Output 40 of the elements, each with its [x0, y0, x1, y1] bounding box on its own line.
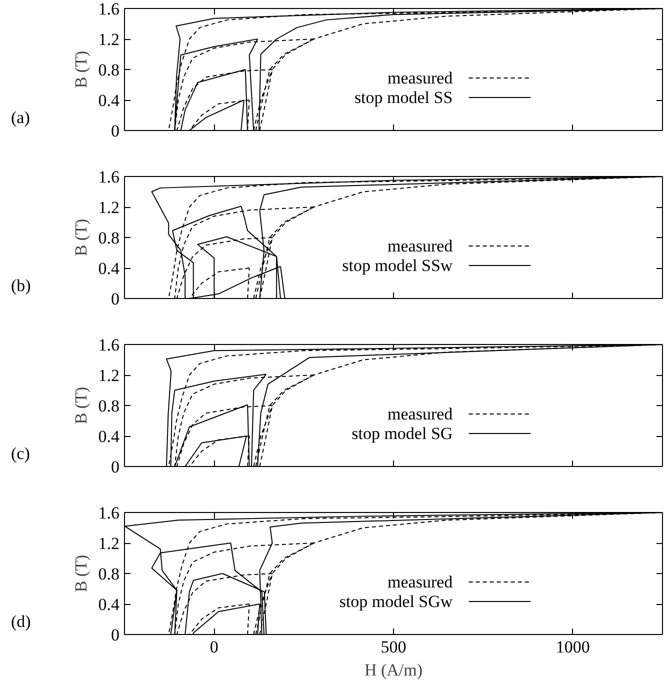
- text: (b): [11, 275, 31, 297]
- y-tick-label: 1.6: [98, 336, 120, 354]
- y-tick-label: 1.6: [98, 168, 120, 186]
- y-tick-label: 0.4: [98, 91, 120, 110]
- y-tick-label: 1.2: [98, 30, 120, 49]
- y-tick-label: 0.8: [98, 228, 120, 248]
- y-tick-label: 0: [111, 290, 120, 308]
- legend-label: measured: [388, 404, 454, 424]
- y-axis-title: B (T): [71, 554, 90, 592]
- y-tick-label: 1.2: [98, 534, 120, 553]
- y-axis-title: B (T): [71, 218, 90, 256]
- y-axis-title: B (T): [71, 386, 90, 424]
- x-tick-label: 500: [380, 638, 406, 656]
- x-tick-label: 0: [210, 638, 218, 656]
- y-tick-label: 0: [111, 458, 120, 476]
- text: (c): [11, 443, 30, 465]
- y-tick-label: 1.2: [98, 366, 120, 385]
- legend-label: stop model SGw: [339, 592, 454, 612]
- x-tick-label: 1000: [556, 638, 590, 656]
- text: (d): [11, 611, 31, 633]
- y-tick-label: 0.4: [98, 427, 120, 446]
- y-tick-label: 0.8: [98, 60, 120, 80]
- text: (a): [11, 107, 30, 129]
- legend-label: stop model SSw: [342, 256, 454, 276]
- y-tick-label: 0.8: [98, 396, 120, 416]
- x-axis-title: H (A/m): [364, 660, 423, 680]
- legend-label: stop model SS: [354, 88, 453, 108]
- legend-label: stop model SG: [352, 424, 453, 444]
- y-tick-label: 1.2: [98, 198, 120, 217]
- y-tick-label: 0: [111, 122, 120, 140]
- y-tick-label: 0: [111, 626, 120, 644]
- legend-label: measured: [388, 68, 454, 88]
- y-tick-label: 1.6: [98, 0, 120, 18]
- y-tick-label: 0.4: [98, 595, 120, 614]
- legend-label: measured: [388, 572, 454, 592]
- y-axis-title: B (T): [71, 50, 90, 88]
- y-tick-label: 1.6: [98, 504, 120, 522]
- y-tick-label: 0.4: [98, 259, 120, 278]
- y-tick-label: 0.8: [98, 564, 120, 584]
- legend-label: measured: [388, 236, 454, 256]
